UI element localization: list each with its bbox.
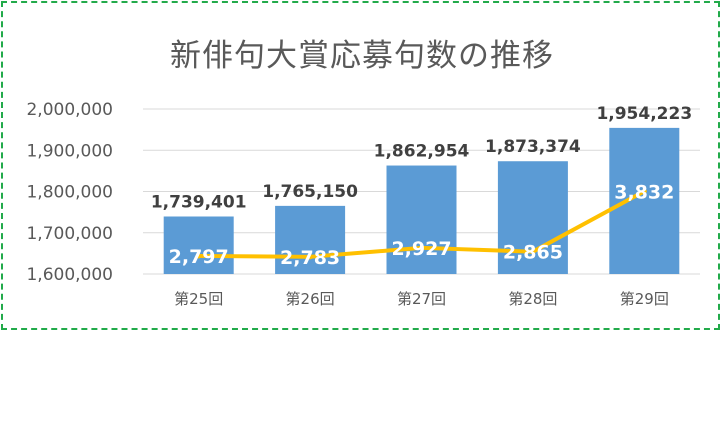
line-data-label: 2,927 bbox=[391, 238, 451, 260]
line-point bbox=[530, 249, 536, 255]
bar-data-label: 1,765,150 bbox=[262, 182, 358, 202]
line-data-label: 2,865 bbox=[503, 242, 563, 264]
bar-data-label: 1,954,223 bbox=[596, 104, 692, 124]
line-point bbox=[419, 245, 424, 251]
bar-data-label: 1,862,954 bbox=[374, 142, 470, 162]
y-tick-label: 1,900,000 bbox=[26, 141, 113, 161]
x-tick-label: 第28回 bbox=[508, 290, 557, 308]
bar bbox=[609, 127, 680, 274]
bar bbox=[497, 161, 568, 274]
y-tick-label: 1,700,000 bbox=[26, 224, 113, 244]
chart-frame bbox=[1, 1, 720, 330]
y-tick-label: 1,600,000 bbox=[26, 265, 113, 285]
bar bbox=[275, 205, 346, 274]
x-tick-label: 第27回 bbox=[397, 290, 446, 308]
line-data-label: 3,832 bbox=[614, 181, 674, 203]
bar-data-label: 1,873,374 bbox=[485, 137, 581, 157]
line-point bbox=[196, 253, 202, 259]
y-tick-label: 1,800,000 bbox=[26, 183, 113, 203]
x-tick-label: 第25回 bbox=[174, 290, 223, 308]
line-data-label: 2,783 bbox=[280, 247, 340, 269]
bar bbox=[386, 165, 457, 274]
bar bbox=[163, 216, 234, 274]
x-tick-label: 第29回 bbox=[620, 290, 669, 308]
line-point bbox=[307, 254, 313, 260]
line-data-label: 2,797 bbox=[169, 246, 229, 268]
x-tick-label: 第26回 bbox=[286, 290, 335, 308]
line-point bbox=[641, 188, 647, 194]
y-tick-label: 2,000,000 bbox=[26, 100, 113, 120]
bar-data-label: 1,739,401 bbox=[151, 192, 247, 212]
chart-title: 新俳句大賞応募句数の推移 bbox=[170, 38, 554, 74]
